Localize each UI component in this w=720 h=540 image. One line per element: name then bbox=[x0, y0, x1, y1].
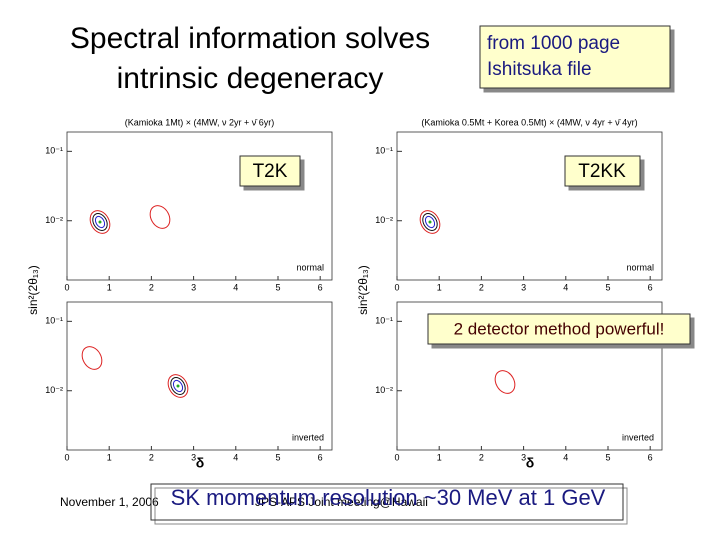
y-axis-label: sin²(2θ₁₃) bbox=[356, 265, 370, 315]
contour bbox=[81, 346, 103, 370]
contour bbox=[419, 210, 441, 234]
x-tick-label: 2 bbox=[149, 282, 154, 292]
x-tick-label: 1 bbox=[437, 282, 442, 292]
x-tick-label: 1 bbox=[437, 452, 442, 462]
contour bbox=[92, 213, 108, 231]
x-tick-label: 6 bbox=[648, 452, 653, 462]
callout-text: 2 detector method powerful! bbox=[454, 319, 665, 338]
contour bbox=[94, 215, 106, 229]
x-tick-label: 5 bbox=[605, 452, 610, 462]
best-fit bbox=[98, 220, 102, 224]
x-tick-label: 6 bbox=[648, 282, 653, 292]
x-tick-label: 0 bbox=[394, 282, 399, 292]
x-tick-label: 5 bbox=[275, 452, 280, 462]
callout-text: T2KK bbox=[578, 161, 626, 182]
contour bbox=[167, 374, 189, 398]
y-tick-label: 10⁻¹ bbox=[375, 146, 393, 156]
y-tick-label: 10⁻² bbox=[45, 215, 63, 225]
callout-text: T2K bbox=[253, 161, 288, 182]
x-tick-label: 5 bbox=[275, 282, 280, 292]
best-fit bbox=[428, 220, 432, 224]
best-fit bbox=[176, 384, 180, 388]
hierarchy-label: normal bbox=[296, 262, 324, 272]
x-tick-label: 4 bbox=[233, 452, 238, 462]
contour bbox=[424, 215, 436, 229]
y-axis-label: sin²(2θ₁₃) bbox=[26, 265, 40, 315]
x-tick-label: 0 bbox=[64, 282, 69, 292]
x-axis-label: δ bbox=[196, 455, 205, 471]
title-line: Spectral information solves bbox=[70, 22, 430, 55]
x-tick-label: 3 bbox=[521, 282, 526, 292]
y-tick-label: 10⁻¹ bbox=[375, 316, 393, 326]
x-tick-label: 4 bbox=[233, 282, 238, 292]
x-tick-label: 3 bbox=[191, 282, 196, 292]
contour bbox=[422, 213, 438, 231]
note-line: Ishitsuka file bbox=[487, 59, 592, 80]
panel-header: (Kamioka 1Mt) × (4MW, ν 2yr + ν̄ 6yr) bbox=[125, 117, 275, 127]
contour bbox=[149, 205, 171, 229]
contour bbox=[172, 379, 184, 393]
callout-box bbox=[427, 313, 691, 345]
x-tick-label: 5 bbox=[605, 282, 610, 292]
y-tick-label: 10⁻² bbox=[45, 385, 63, 395]
x-tick-label: 6 bbox=[318, 282, 323, 292]
x-tick-label: 3 bbox=[191, 452, 196, 462]
hierarchy-label: inverted bbox=[622, 432, 654, 442]
footer-box bbox=[150, 483, 624, 521]
x-axis-label: δ bbox=[526, 455, 535, 471]
x-tick-label: 1 bbox=[107, 282, 112, 292]
x-tick-label: 1 bbox=[107, 452, 112, 462]
x-tick-label: 0 bbox=[394, 452, 399, 462]
footer-date: November 1, 2006 bbox=[60, 495, 159, 509]
contour bbox=[89, 210, 111, 234]
title-line: intrinsic degeneracy bbox=[117, 62, 384, 95]
x-tick-label: 0 bbox=[64, 452, 69, 462]
plot-frame bbox=[396, 131, 663, 281]
x-tick-label: 3 bbox=[521, 452, 526, 462]
x-tick-label: 4 bbox=[563, 282, 568, 292]
x-tick-label: 2 bbox=[149, 452, 154, 462]
y-tick-label: 10⁻¹ bbox=[45, 316, 63, 326]
x-tick-label: 2 bbox=[479, 452, 484, 462]
contour bbox=[494, 370, 516, 394]
note-line: from 1000 page bbox=[487, 33, 620, 54]
x-tick-label: 4 bbox=[563, 452, 568, 462]
plot-frame bbox=[396, 301, 663, 451]
hierarchy-label: inverted bbox=[292, 432, 324, 442]
panel-header: (Kamioka 0.5Mt + Korea 0.5Mt) × (4MW, ν … bbox=[421, 117, 637, 127]
x-tick-label: 2 bbox=[479, 282, 484, 292]
y-tick-label: 10⁻¹ bbox=[45, 146, 63, 156]
footer-venue: JPS-APS Joint meeting@Hawaii bbox=[255, 495, 428, 509]
plot-frame bbox=[66, 131, 333, 281]
note-box bbox=[479, 25, 671, 89]
y-tick-label: 10⁻² bbox=[375, 385, 393, 395]
footer-overlay: SK momentum resolution ~30 MeV at 1 GeV bbox=[171, 485, 606, 510]
y-tick-label: 10⁻² bbox=[375, 215, 393, 225]
hierarchy-label: normal bbox=[626, 262, 654, 272]
callout-box bbox=[239, 155, 301, 187]
x-tick-label: 6 bbox=[318, 452, 323, 462]
contour bbox=[170, 377, 186, 395]
plot-frame bbox=[66, 301, 333, 451]
callout-box bbox=[564, 155, 641, 187]
